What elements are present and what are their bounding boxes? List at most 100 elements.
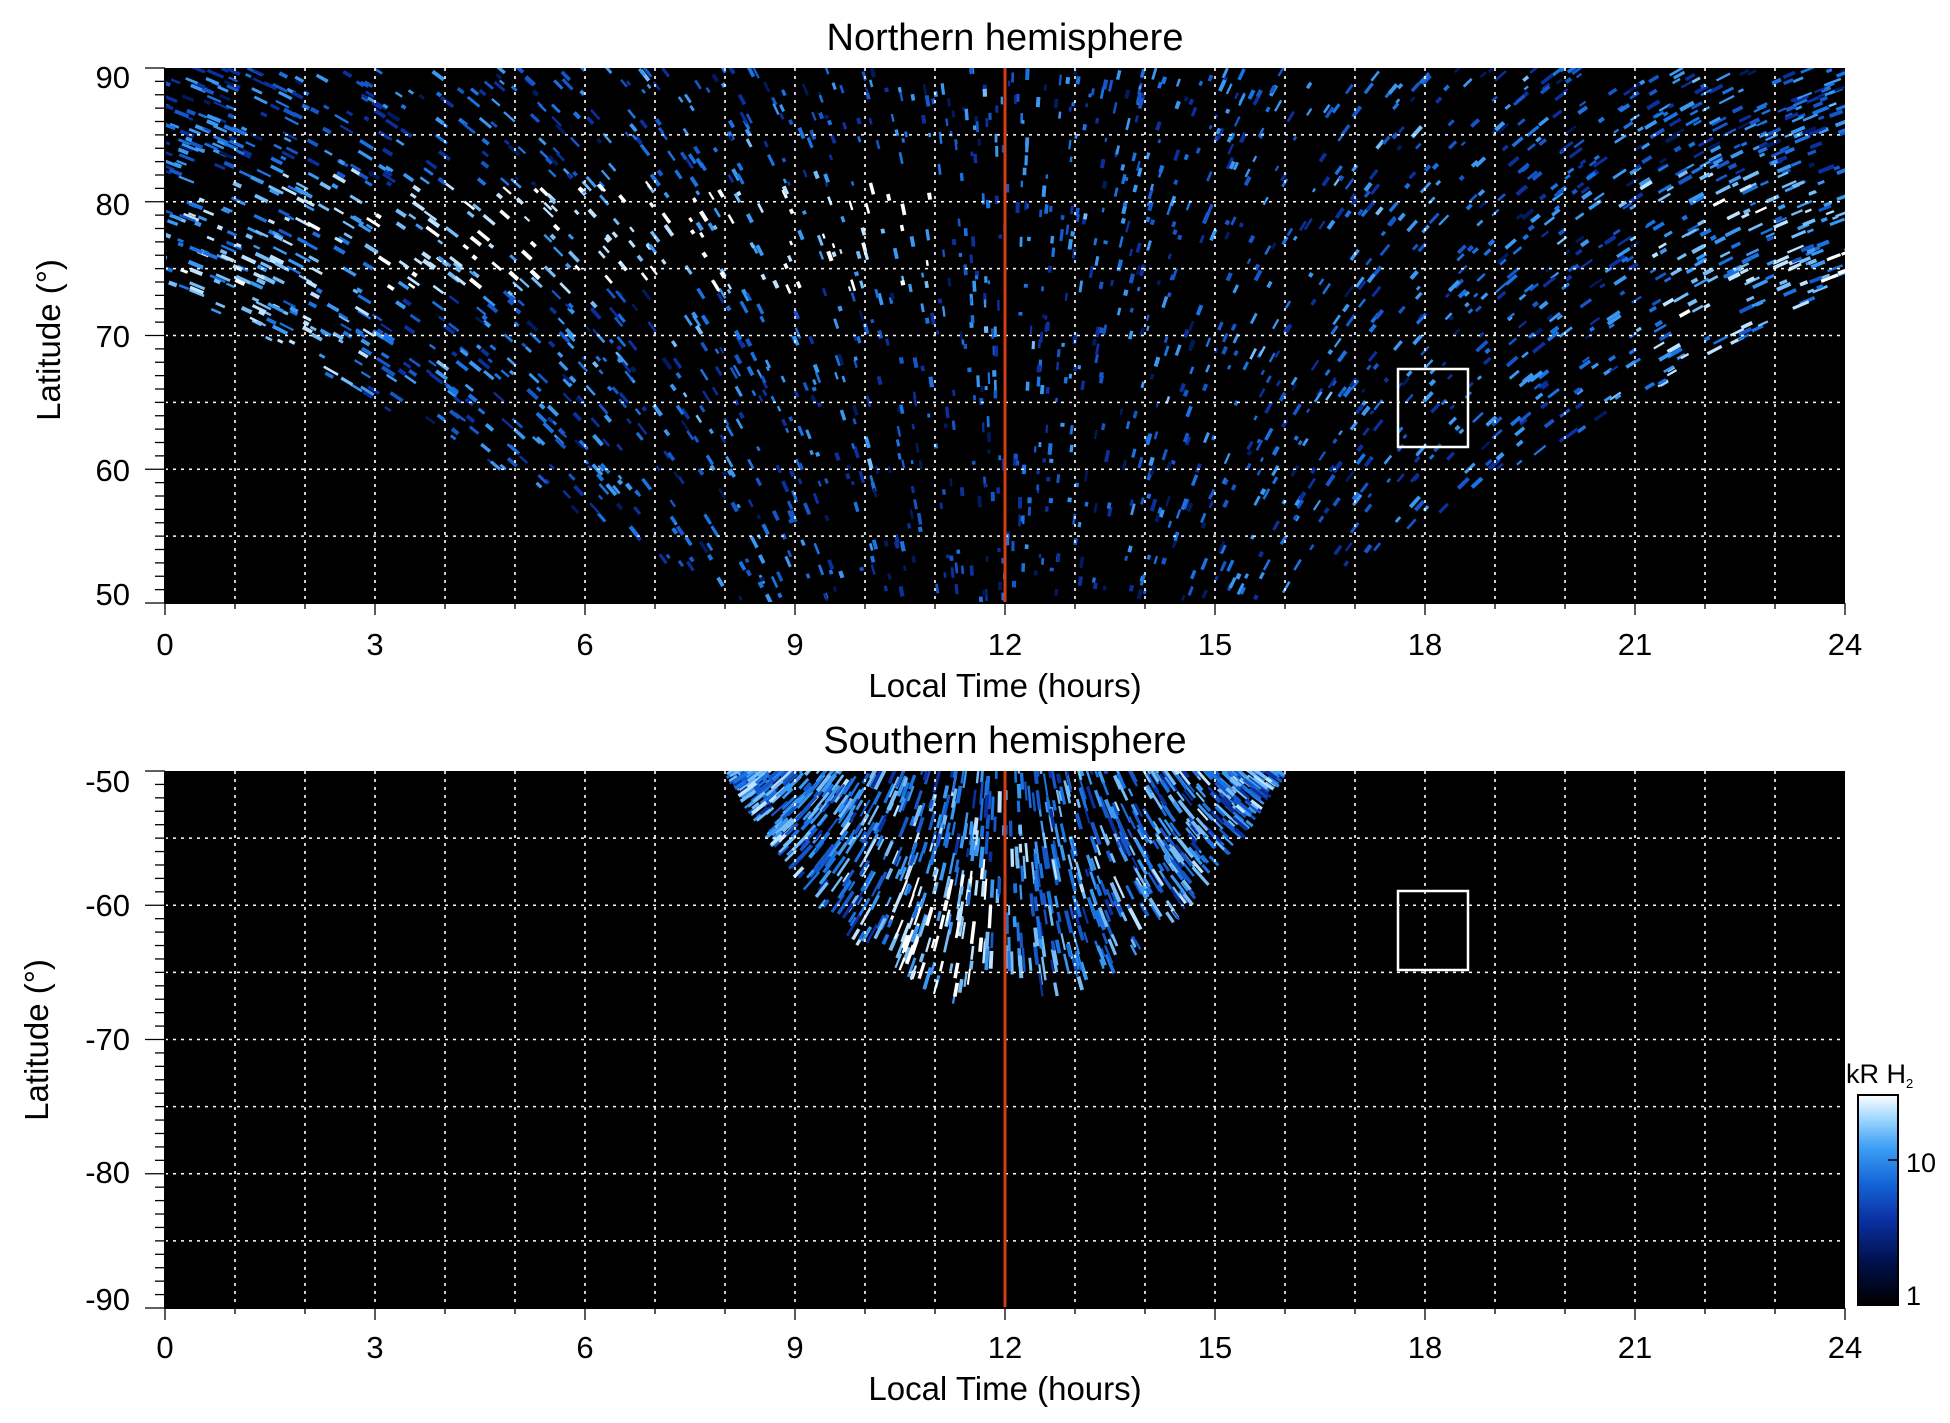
emission-stroke [1277,68,1285,77]
emission-stroke [1033,927,1040,947]
emission-stroke [912,357,919,369]
emission-stroke [188,288,205,298]
emission-stroke [1099,87,1105,100]
emission-stroke [518,455,529,465]
emission-stroke [1712,122,1729,133]
emission-stroke [1825,210,1835,216]
emission-stroke [1745,248,1760,257]
emission-stroke [188,212,197,218]
emission-stroke [334,113,350,124]
emission-stroke [596,137,603,144]
emission-stroke [756,303,765,315]
emission-stroke [737,781,758,798]
emission-stroke [1163,771,1177,786]
emission-stroke [1777,107,1787,113]
emission-stroke [423,210,438,221]
emission-stroke [1531,341,1546,354]
emission-stroke [1663,230,1673,238]
emission-stroke [1157,167,1164,178]
emission-stroke [1180,498,1188,511]
emission-stroke [831,774,845,792]
emission-stroke [821,287,828,297]
emission-stroke [1104,137,1108,143]
emission-stroke [595,355,602,362]
emission-stroke [1318,278,1325,286]
emission-stroke [1264,245,1272,256]
emission-stroke [365,223,374,230]
emission-stroke [1708,152,1723,163]
emission-stroke [1055,856,1061,869]
emission-stroke [1344,285,1354,298]
emission-stroke [1739,183,1753,193]
emission-stroke [486,302,499,314]
emission-stroke [940,83,946,95]
emission-stroke [1444,292,1451,299]
emission-stroke [1744,122,1757,131]
emission-stroke [949,478,953,487]
emission-stroke [686,430,695,441]
y-tick-label: 50 [96,577,130,612]
emission-stroke [1363,544,1373,554]
emission-stroke [1512,94,1526,106]
emission-stroke [624,482,633,491]
emission-stroke [249,132,264,142]
emission-stroke [355,287,363,294]
emission-stroke [1164,776,1177,792]
emission-stroke [1791,229,1807,239]
emission-stroke [165,129,166,131]
emission-stroke [499,209,511,220]
emission-stroke [1075,798,1081,808]
emission-stroke [895,439,901,447]
emission-stroke [894,129,900,137]
emission-stroke [211,142,225,150]
emission-stroke [1074,861,1083,881]
emission-stroke [1629,204,1636,211]
emission-stroke [1292,403,1302,416]
emission-stroke [1099,959,1105,970]
emission-stroke [304,241,318,251]
emission-stroke [598,183,607,193]
emission-stroke [1368,323,1377,333]
emission-stroke [927,413,931,418]
emission-stroke [1344,83,1354,95]
emission-stroke [226,230,238,238]
emission-stroke [1038,863,1044,879]
emission-stroke [1584,332,1593,340]
emission-stroke [431,300,445,311]
emission-stroke [1079,771,1085,777]
emission-stroke [1357,208,1364,216]
emission-stroke [775,782,791,798]
emission-stroke [1127,771,1138,787]
emission-stroke [1447,119,1455,127]
emission-stroke [1363,82,1374,95]
emission-stroke [1246,444,1252,451]
emission-stroke [869,555,876,563]
emission-stroke [1253,771,1268,780]
emission-stroke [956,893,962,910]
emission-stroke [197,112,208,119]
emission-stroke [206,235,215,242]
emission-stroke [1189,366,1195,375]
emission-stroke [1441,361,1447,367]
emission-stroke [657,126,665,135]
emission-stroke [1616,246,1631,259]
emission-stroke [959,172,964,182]
emission-stroke [1504,273,1518,286]
emission-stroke [179,213,197,223]
emission-stroke [389,391,404,403]
emission-stroke [1712,157,1724,166]
emission-stroke [1786,244,1804,254]
emission-stroke [1765,138,1782,149]
emission-stroke [357,149,373,161]
emission-stroke [698,210,709,223]
emission-stroke [482,319,492,329]
y-tick-label: 70 [96,319,130,354]
emission-stroke [968,821,974,835]
emission-stroke [1797,112,1806,119]
emission-stroke [1098,327,1104,334]
emission-stroke [189,281,206,291]
emission-stroke [1063,376,1068,384]
emission-stroke [535,436,546,446]
emission-stroke [1250,782,1272,799]
emission-stroke [984,946,990,971]
